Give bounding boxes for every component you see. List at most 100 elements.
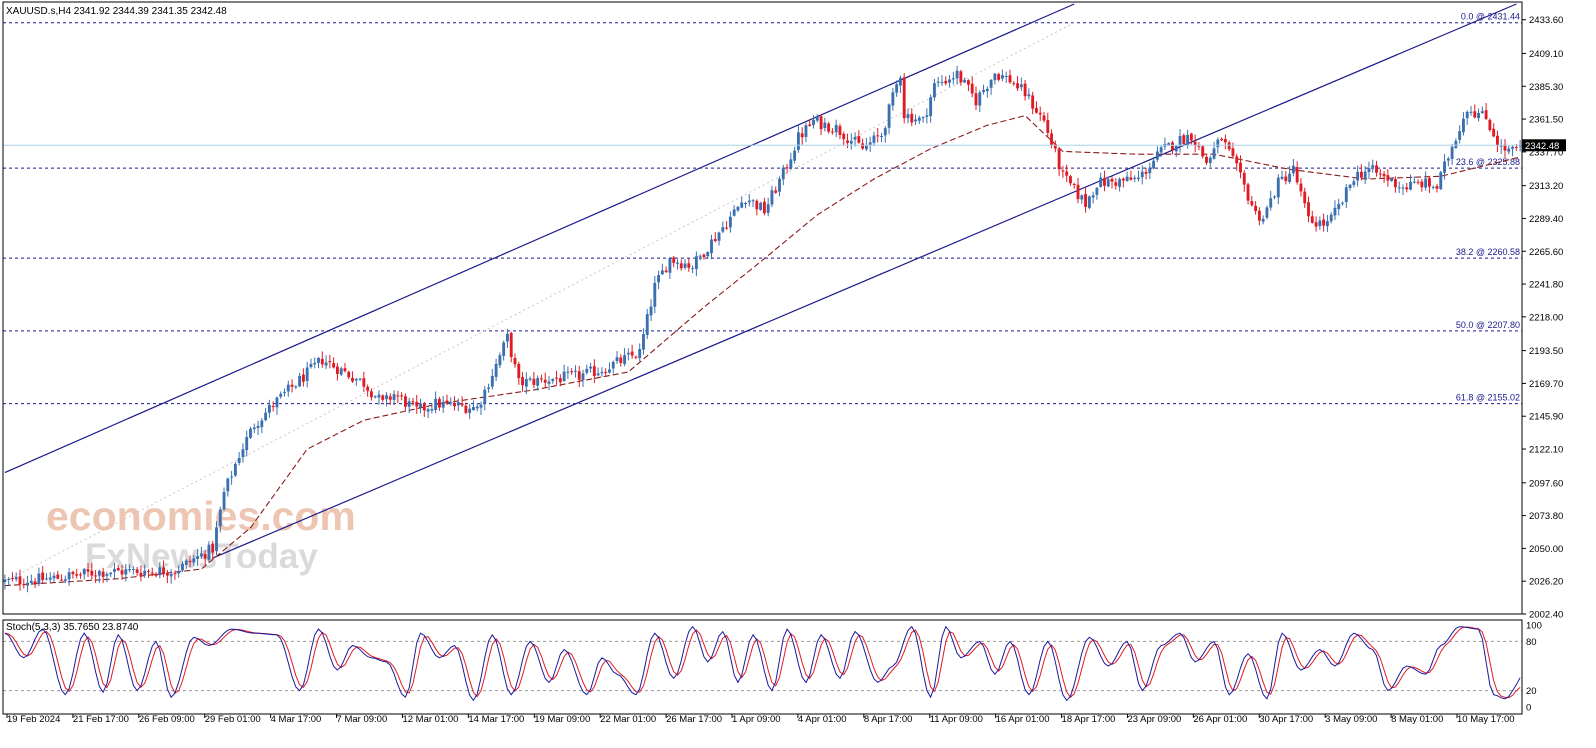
bullish-candle <box>158 561 162 579</box>
bearish-candle <box>1012 80 1016 86</box>
candle-body <box>978 92 982 106</box>
candle-body <box>1492 128 1496 137</box>
candle-body <box>619 357 623 363</box>
candle-body <box>468 408 472 413</box>
bullish-candle <box>1329 212 1333 224</box>
bearish-candle <box>521 371 524 392</box>
x-axis-label: 22 Mar 01:00 <box>600 714 656 725</box>
bullish-candle <box>456 398 460 412</box>
bullish-candle <box>109 571 113 578</box>
candle-body <box>834 124 838 133</box>
bearish-candle <box>22 578 26 589</box>
candle-body <box>702 254 706 258</box>
bearish-candle <box>1393 176 1397 193</box>
bearish-candle <box>827 121 831 134</box>
x-axis-label: 4 Apr 01:00 <box>798 714 847 725</box>
candle-body <box>90 570 94 576</box>
candle-body <box>970 83 974 94</box>
bearish-candle <box>1503 139 1507 158</box>
candle-body <box>1318 220 1322 227</box>
x-axis-label: 23 Apr 09:00 <box>1127 714 1181 725</box>
bullish-candle <box>1409 174 1412 191</box>
candle-body <box>460 403 464 406</box>
candle-body <box>1280 176 1284 179</box>
candle-body <box>766 204 770 213</box>
candle-body <box>60 579 64 581</box>
candle-body <box>982 90 985 93</box>
bearish-candle <box>120 565 124 580</box>
candle-body <box>1254 205 1258 212</box>
bullish-candle <box>1152 156 1156 170</box>
candle-body <box>770 190 774 205</box>
candle-body <box>301 374 305 382</box>
candle-body <box>1450 146 1454 159</box>
bearish-candle <box>970 76 974 98</box>
candle-body <box>392 394 396 400</box>
candle-body <box>1514 146 1518 148</box>
bullish-candle <box>883 126 887 143</box>
bearish-candle <box>1488 118 1492 132</box>
bullish-candle <box>207 541 211 564</box>
bullish-candle <box>1424 171 1428 191</box>
bullish-candle <box>305 361 309 388</box>
candle-body <box>441 401 445 408</box>
candle-body <box>1273 196 1276 198</box>
x-axis-label: 26 Mar 17:00 <box>666 714 722 725</box>
candle-body <box>955 70 959 79</box>
bearish-candle <box>1246 182 1250 205</box>
candle-body <box>1439 172 1443 190</box>
candle-body <box>165 573 169 576</box>
candle-body <box>1393 179 1397 188</box>
candle-body <box>1314 222 1318 227</box>
candle-body <box>173 573 177 575</box>
bearish-candle <box>1023 79 1027 101</box>
candle-body <box>936 81 940 83</box>
candle-body <box>555 377 559 379</box>
candle-body <box>1216 139 1220 148</box>
bearish-candle <box>1035 101 1038 114</box>
bullish-candle <box>891 87 895 111</box>
candle-body <box>819 116 823 130</box>
candle-body <box>876 135 880 137</box>
bearish-candle <box>1310 210 1314 224</box>
candle-body <box>558 378 562 383</box>
moving-average-line <box>4 114 1521 587</box>
bullish-candle <box>233 461 237 478</box>
candle-body <box>1008 75 1012 83</box>
candle-body <box>403 396 407 407</box>
candle-body <box>902 77 906 119</box>
candle-body <box>1250 201 1254 206</box>
bullish-candle <box>143 564 147 578</box>
bullish-candle <box>324 355 328 370</box>
candle-body <box>1507 148 1511 152</box>
candle-body <box>1367 168 1371 173</box>
bullish-candle <box>1001 69 1004 82</box>
bearish-candle <box>1121 177 1125 188</box>
bearish-candle <box>974 86 978 110</box>
stoch-main-line <box>4 625 1521 702</box>
y-axis-label: 2145.90 <box>1529 412 1563 423</box>
current-price-tag <box>1522 139 1566 152</box>
bullish-candle <box>222 487 226 511</box>
candle-body <box>1303 191 1307 204</box>
candle-body <box>1095 187 1099 195</box>
bullish-candle <box>600 367 604 377</box>
candle-body <box>407 401 411 407</box>
candle-body <box>437 398 441 408</box>
bearish-candle <box>445 394 449 406</box>
bearish-candle <box>79 572 82 579</box>
bullish-candle <box>759 201 763 211</box>
bullish-candle <box>218 506 222 533</box>
candle-body <box>116 567 120 571</box>
bullish-candle <box>1155 146 1159 163</box>
candle-body <box>1473 111 1477 118</box>
candle-body <box>634 356 638 358</box>
bullish-candle <box>744 201 747 209</box>
candle-body <box>1412 181 1416 183</box>
bearish-candle <box>755 199 759 216</box>
candle-body <box>536 378 540 386</box>
candle-body <box>838 126 842 135</box>
bullish-candle <box>1507 145 1511 155</box>
candle-body <box>1144 171 1148 174</box>
candle-body <box>79 574 82 576</box>
